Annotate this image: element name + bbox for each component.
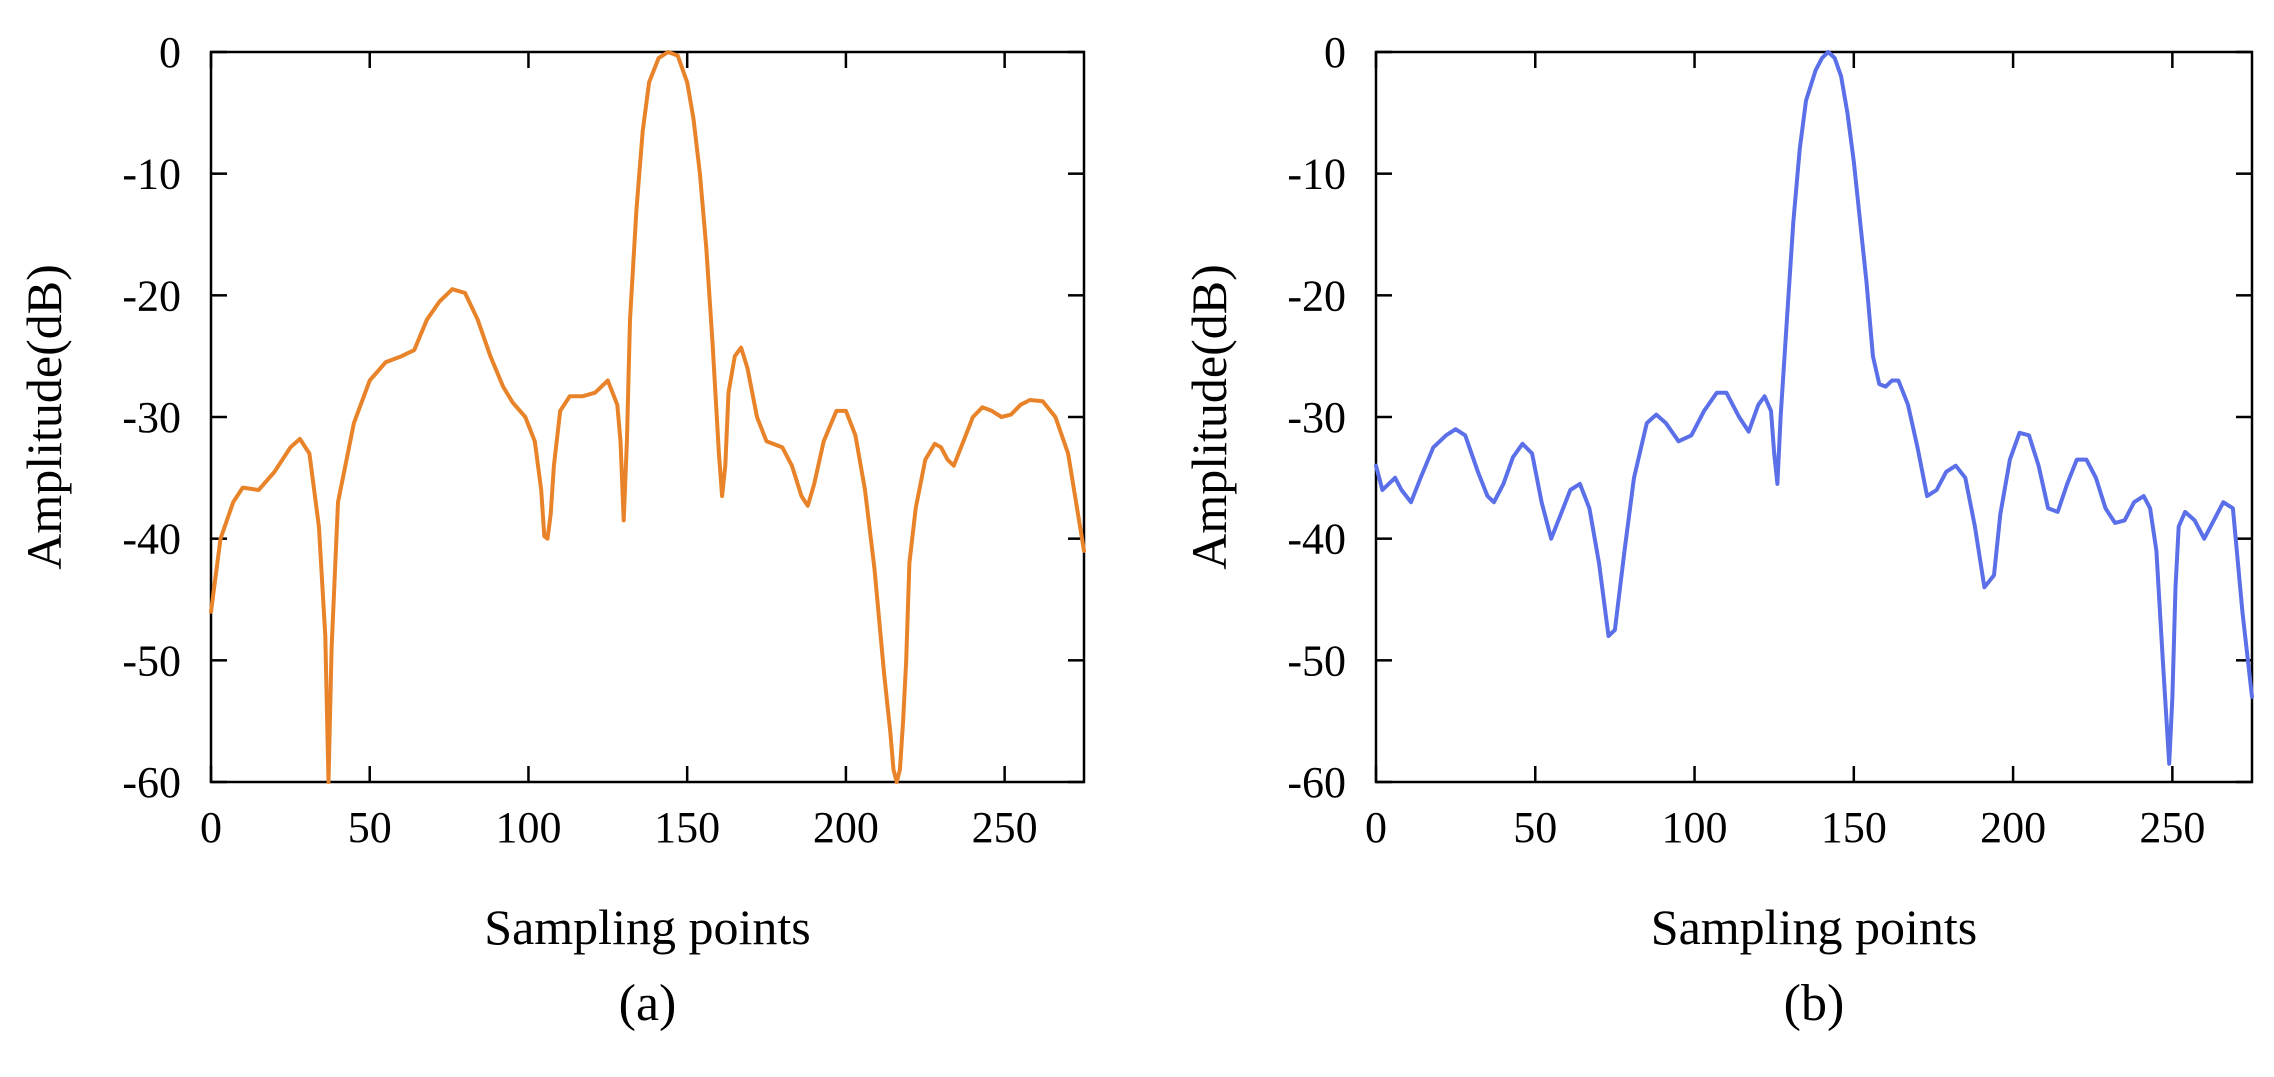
y-tick-labels: 0 -10 -20 -30 -40 -50 -60 bbox=[1287, 28, 1346, 807]
y-tick-label: 0 bbox=[159, 28, 181, 77]
x-tick-label: 100 bbox=[495, 803, 561, 852]
y-tick-label: -20 bbox=[1287, 271, 1346, 320]
plot-frame bbox=[1374, 50, 2254, 784]
x-tick-label: 250 bbox=[972, 803, 1038, 852]
plot-frame bbox=[209, 50, 1086, 784]
y-tick-label: -60 bbox=[1287, 758, 1346, 807]
x-axis-label: Sampling points bbox=[484, 899, 810, 955]
chart-a: 0 50 100 150 200 250 0 -10 -20 -30 -40 -50 -60 Samp… bbox=[16, 28, 1086, 1032]
y-tick-label: -50 bbox=[1287, 636, 1346, 685]
y-tick-label: -40 bbox=[122, 515, 181, 564]
tick-marks bbox=[1374, 50, 2252, 784]
y-axis-label: Amplitude(dB) bbox=[16, 264, 72, 570]
x-tick-label: 0 bbox=[1365, 803, 1387, 852]
x-tick-label: 200 bbox=[1980, 803, 2046, 852]
y-tick-labels: 0 -10 -20 -30 -40 -50 -60 bbox=[122, 28, 181, 807]
y-tick-label: -30 bbox=[1287, 393, 1346, 442]
x-tick-label: 0 bbox=[200, 803, 222, 852]
x-tick-label: 250 bbox=[2139, 803, 2205, 852]
y-axis-label: Amplitude(dB) bbox=[1181, 264, 1237, 570]
x-axis-label: Sampling points bbox=[1651, 899, 1977, 955]
x-tick-labels: 0 50 100 150 200 250 bbox=[200, 803, 1038, 852]
y-tick-label: -60 bbox=[122, 758, 181, 807]
series-line bbox=[1374, 50, 2254, 766]
y-tick-label: -10 bbox=[122, 150, 181, 199]
x-tick-label: 50 bbox=[1513, 803, 1557, 852]
y-tick-label: -20 bbox=[122, 271, 181, 320]
x-tick-label: 150 bbox=[1821, 803, 1887, 852]
subfigure-caption: (b) bbox=[1784, 975, 1845, 1032]
subfigure-caption: (a) bbox=[619, 975, 677, 1032]
y-tick-label: -30 bbox=[122, 393, 181, 442]
x-tick-label: 200 bbox=[813, 803, 879, 852]
x-tick-label: 100 bbox=[1662, 803, 1728, 852]
y-tick-label: -40 bbox=[1287, 515, 1346, 564]
x-tick-label: 50 bbox=[348, 803, 392, 852]
y-tick-label: 0 bbox=[1324, 28, 1346, 77]
y-tick-label: -50 bbox=[122, 636, 181, 685]
tick-marks bbox=[209, 50, 1084, 784]
x-tick-labels: 0 50 100 150 200 250 bbox=[1365, 803, 2205, 852]
chart-b: 0 50 100 150 200 250 0 -10 -20 -30 -40 -50 -60 Samp… bbox=[1181, 28, 2254, 1032]
series-line bbox=[209, 50, 1086, 784]
y-tick-label: -10 bbox=[1287, 150, 1346, 199]
x-tick-label: 150 bbox=[654, 803, 720, 852]
